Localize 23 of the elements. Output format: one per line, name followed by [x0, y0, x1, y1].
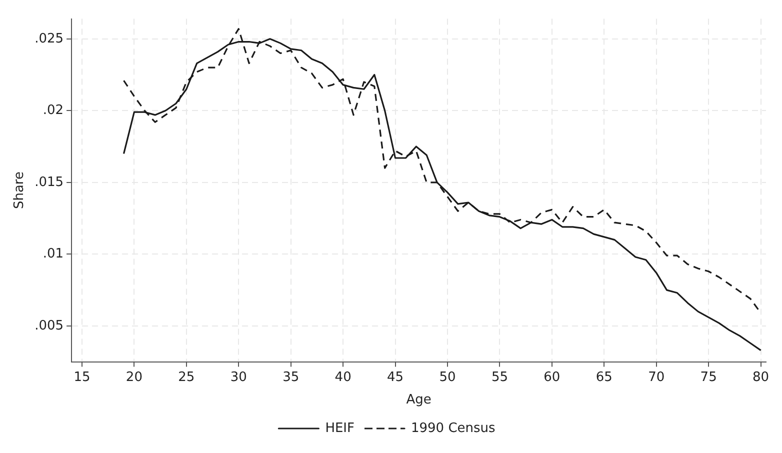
- x-tick-label: 45: [387, 370, 404, 385]
- x-tick-label: 15: [74, 370, 90, 385]
- y-tick-label: .015: [34, 174, 64, 190]
- legend-label: HEIF: [325, 420, 355, 436]
- y-tick-label: .005: [34, 318, 64, 334]
- x-tick-label: 80: [752, 370, 770, 385]
- x-axis-title: Age: [406, 392, 432, 408]
- x-tick-label: 50: [439, 370, 456, 385]
- x-tick-label: 60: [544, 370, 560, 385]
- x-tick-label: 30: [230, 370, 247, 385]
- x-tick-label: 35: [282, 370, 300, 385]
- x-tick-label: 75: [700, 370, 717, 385]
- y-axis-title: Share: [12, 172, 28, 210]
- y-tick-label: .01: [42, 246, 64, 262]
- x-tick-label: 20: [126, 370, 142, 385]
- x-tick-label: 65: [596, 370, 612, 385]
- y-tick-label: .02: [42, 103, 64, 118]
- x-tick-label: 70: [648, 370, 665, 385]
- x-tick-label: 55: [491, 370, 508, 385]
- x-tick-label: 25: [178, 370, 195, 385]
- legend-label: 1990 Census: [410, 420, 496, 436]
- x-tick-label: 40: [334, 370, 352, 385]
- y-tick-label: .025: [34, 31, 64, 46]
